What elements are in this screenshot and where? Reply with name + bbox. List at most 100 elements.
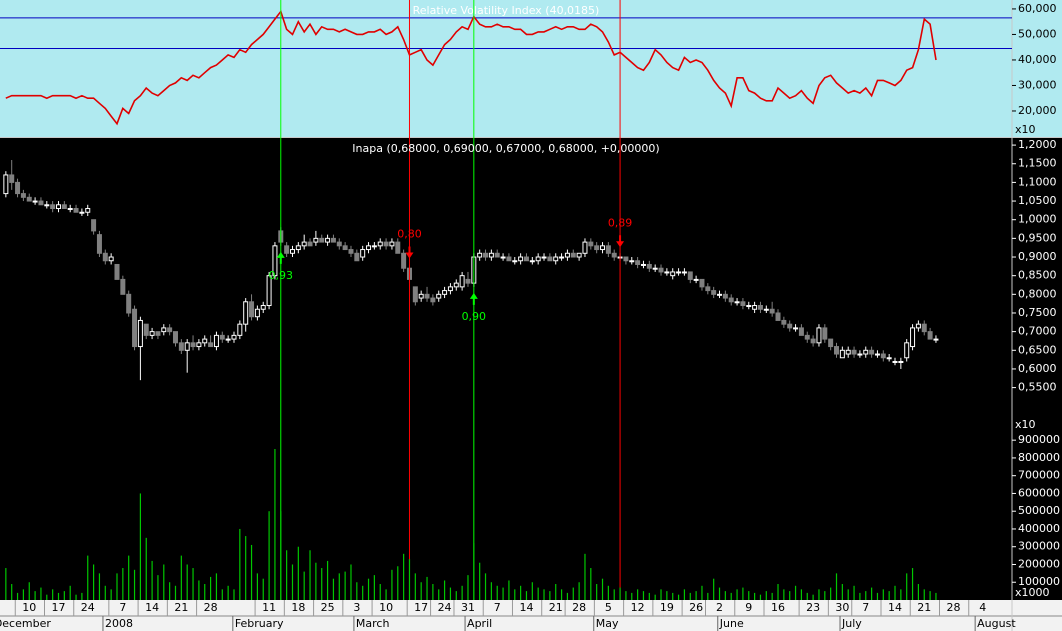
x-tick-label: 28: [204, 601, 218, 614]
candle-body: [295, 245, 301, 251]
candle-body: [202, 338, 208, 344]
candle-body: [137, 319, 143, 348]
candle-body: [506, 256, 512, 262]
month-label: February: [235, 617, 284, 630]
candle-body: [126, 293, 132, 314]
candle-body: [886, 357, 892, 360]
candle-body: [670, 271, 676, 277]
candle-body: [91, 219, 97, 232]
candle-body: [149, 331, 155, 336]
signal-arrow: [616, 235, 625, 248]
candle-body: [167, 327, 173, 333]
candle-body: [781, 319, 787, 325]
candle-body: [330, 237, 336, 243]
candle-body: [857, 353, 863, 356]
x-tick-label: 26: [689, 601, 703, 614]
month-label: May: [596, 617, 619, 630]
candle-body: [85, 208, 91, 213]
panel-title: Inapa (0,68000, 0,69000, 0,67000, 0,6800…: [352, 142, 659, 155]
candle-body: [904, 342, 910, 359]
y-tick-label: 40,000: [1018, 53, 1057, 66]
candle-body: [348, 249, 354, 254]
candle-body: [301, 241, 307, 247]
candle-body: [763, 308, 769, 311]
candle-body: [102, 252, 108, 262]
candle-body: [845, 349, 851, 355]
candle-body: [436, 293, 442, 299]
candle-body: [652, 267, 658, 270]
scale-label: x1000: [1015, 586, 1050, 599]
candle-body: [453, 282, 459, 288]
x-tick-label: 12: [631, 601, 645, 614]
candle-body: [863, 349, 869, 355]
candle-body: [319, 237, 325, 243]
candle-body: [880, 353, 886, 359]
month-label: August: [977, 617, 1016, 630]
y-tick-label: 900000: [1018, 433, 1060, 446]
y-tick-label: 0,6000: [1018, 362, 1057, 375]
candle-body: [839, 349, 845, 359]
candle-body: [605, 245, 611, 254]
y-tick-label: 0,8500: [1018, 269, 1057, 282]
candle-body: [143, 323, 149, 336]
candle-body: [442, 290, 448, 295]
candle-body: [635, 260, 641, 265]
candle-body: [412, 286, 418, 303]
candle-body: [711, 290, 717, 295]
candle-body: [447, 286, 453, 292]
month-label: April: [467, 617, 492, 630]
x-tick-label: 11: [262, 601, 276, 614]
y-tick-label: 50,000: [1018, 27, 1057, 40]
candle-body: [219, 334, 225, 340]
x-tick-label: 24: [81, 601, 95, 614]
y-tick-label: 0,8000: [1018, 287, 1057, 300]
candle-body: [927, 331, 933, 340]
candle-body: [3, 174, 9, 195]
candle-body: [73, 208, 79, 213]
candle-body: [243, 301, 249, 325]
candle-body: [611, 252, 617, 258]
y-tick-label: 60,000: [1018, 2, 1057, 15]
candle-body: [196, 342, 202, 348]
signal-arrow: [469, 292, 478, 305]
candle-body: [389, 241, 395, 247]
month-label: March: [356, 617, 390, 630]
y-tick-label: 300000: [1018, 540, 1060, 553]
candle-body: [377, 241, 383, 247]
candle-body: [483, 252, 489, 258]
candle-body: [32, 200, 38, 203]
y-tick-label: 1,2000: [1018, 138, 1057, 151]
candle-body: [851, 349, 857, 355]
candle-body: [793, 327, 799, 330]
candle-body: [898, 360, 904, 363]
candle-body: [477, 252, 483, 258]
x-tick-label: 17: [51, 601, 65, 614]
candle-body: [869, 349, 875, 355]
candle-body: [874, 353, 880, 356]
rvi-line: [5, 9, 937, 126]
x-tick-label: 3: [353, 601, 360, 614]
candle-body: [79, 211, 85, 214]
candle-body: [646, 263, 652, 269]
candle-body: [266, 275, 272, 307]
x-tick-label: 21: [917, 601, 931, 614]
scale-label: x10: [1015, 123, 1036, 136]
x-tick-label: 21: [549, 601, 563, 614]
candle-body: [658, 267, 664, 273]
y-tick-label: 20,000: [1018, 104, 1057, 117]
x-tick-label: 31: [461, 601, 475, 614]
candle-body: [564, 252, 570, 258]
candle-body: [822, 327, 828, 340]
candle-body: [728, 297, 734, 303]
signal-arrow: [276, 251, 285, 264]
x-tick-label: 28: [572, 601, 586, 614]
candle-body: [67, 208, 73, 211]
candle-body: [254, 308, 260, 318]
candle-body: [424, 293, 430, 299]
candle-body: [20, 193, 26, 198]
signal-label: 0,93: [269, 269, 294, 282]
candle-body: [915, 323, 921, 329]
candle-body: [717, 293, 723, 296]
y-tick-label: 500000: [1018, 504, 1060, 517]
candle-body: [366, 245, 372, 251]
